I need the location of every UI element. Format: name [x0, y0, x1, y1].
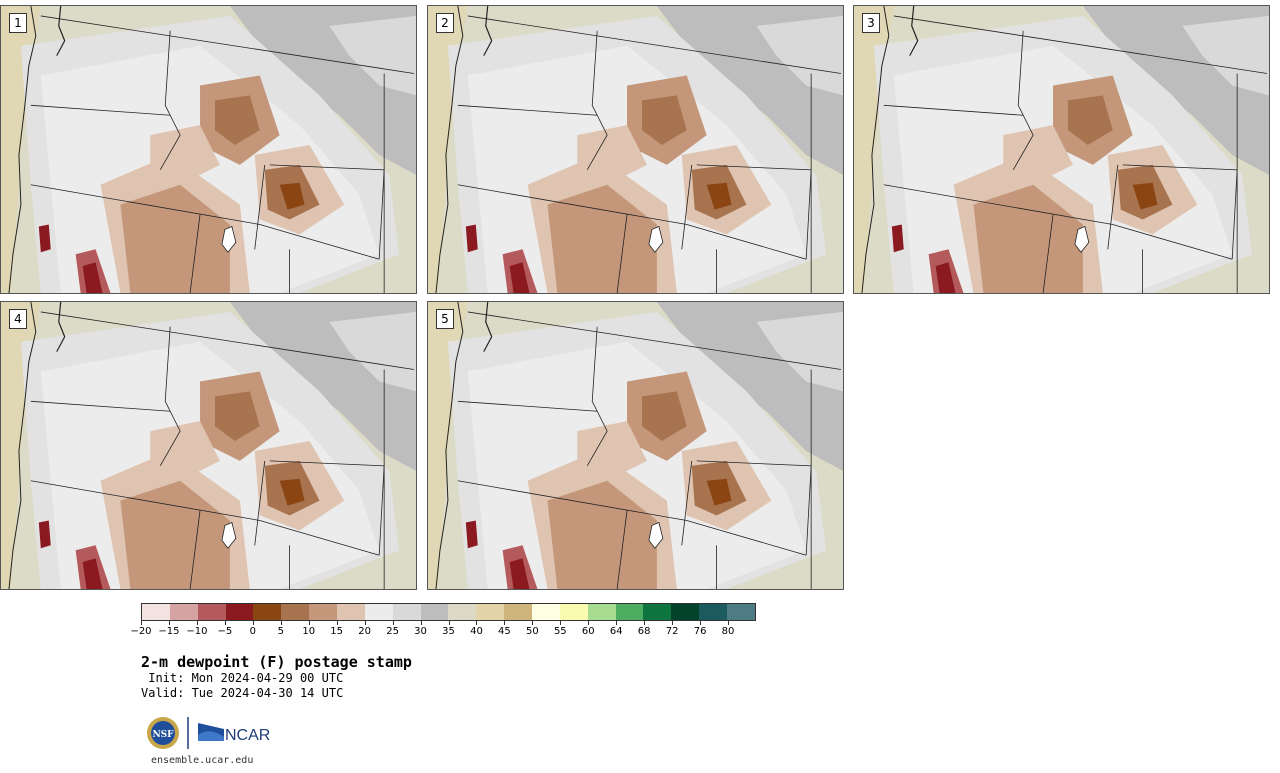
svg-text:NCAR: NCAR: [225, 727, 270, 744]
panel-number: 4: [9, 309, 27, 329]
panel-number: 5: [436, 309, 454, 329]
legend-tick: [644, 621, 646, 625]
legend-tick: [364, 621, 366, 625]
legend-swatch: [337, 604, 365, 620]
legend-tick-label: 68: [637, 626, 651, 637]
legend-tick-label: 35: [442, 626, 455, 637]
legend-tick: [672, 621, 674, 625]
legend-swatch: [392, 604, 421, 620]
legend-swatch: [559, 604, 588, 620]
legend-tick: [392, 621, 394, 625]
legend-tick: [336, 621, 338, 625]
nsf-ncar-logo: NSF NCAR: [147, 717, 270, 749]
dewpoint-map: [854, 6, 1269, 293]
init-time: Init: Mon 2024-04-29 00 UTC: [141, 671, 344, 685]
legend-swatch: [727, 604, 755, 620]
postage-stamp-panel-5: 5: [427, 301, 844, 590]
legend-swatch: [699, 604, 728, 620]
legend-tick-label: 45: [498, 626, 511, 637]
legend-swatch: [142, 604, 170, 620]
postage-stamp-panel-2: 2: [427, 5, 844, 294]
legend-tick: [560, 621, 562, 625]
legend-tick-label: 10: [302, 626, 316, 637]
legend-tick: [616, 621, 618, 625]
legend-swatch: [309, 604, 338, 620]
source-url: ensemble.ucar.edu: [151, 755, 254, 766]
legend-tick: [280, 621, 282, 625]
dewpoint-map: [428, 302, 843, 589]
legend-swatch: [587, 604, 616, 620]
map-slot: [428, 6, 843, 293]
legend-tick: [448, 621, 450, 625]
color-legend-ticks: −20 −15 −10 −5 0 5 10 15 20 25 30 35 40 45 50 55 60 64 68 7…: [130, 621, 756, 641]
panel-number: 3: [862, 13, 880, 33]
legend-swatch: [615, 604, 644, 620]
legend-swatch: [364, 604, 393, 620]
legend-tick: [728, 621, 730, 625]
legend-tick-label: 76: [693, 626, 707, 637]
legend-tick-label: 64: [609, 626, 623, 637]
dewpoint-map: [1, 6, 416, 293]
legend-tick: [196, 621, 198, 625]
legend-tick-label: −10: [186, 626, 208, 637]
legend-tick-label: 20: [358, 626, 371, 637]
legend-swatch: [253, 604, 282, 620]
legend-tick-label: 40: [470, 626, 483, 637]
legend-swatch: [476, 604, 505, 620]
legend-swatch: [504, 604, 533, 620]
ncar-logo-icon: NCAR: [198, 723, 270, 744]
legend-tick: [224, 621, 226, 625]
legend-tick-label: 0: [249, 626, 256, 637]
panel-number: 1: [9, 13, 27, 33]
legend-swatch: [225, 604, 254, 620]
logos: NSF NCAR: [146, 713, 276, 753]
postage-stamp-panel-1: 1: [0, 5, 417, 294]
legend-tick-label: −5: [217, 626, 233, 637]
nsf-logo-icon: NSF: [147, 717, 179, 749]
svg-text:NSF: NSF: [152, 730, 174, 740]
legend-tick: [420, 621, 422, 625]
legend-tick-label: 72: [665, 626, 679, 637]
legend-tick: [141, 621, 142, 625]
panel-number: 2: [436, 13, 454, 33]
legend-tick-label: 25: [386, 626, 399, 637]
map-slot: [428, 302, 843, 589]
legend-tick: [532, 621, 534, 625]
color-legend-bar: [141, 603, 756, 621]
postage-stamp-panel-4: 4: [0, 301, 417, 590]
legend-tick: [168, 621, 170, 625]
legend-tick: [476, 621, 478, 625]
legend-swatch: [281, 604, 310, 620]
legend-swatch: [532, 604, 560, 620]
legend-tick: [588, 621, 590, 625]
legend-tick-label: 80: [721, 626, 735, 637]
legend-tick: [504, 621, 506, 625]
legend-tick: [308, 621, 310, 625]
map-slot: [1, 302, 416, 589]
dewpoint-map: [428, 6, 843, 293]
legend-swatch: [169, 604, 198, 620]
legend-tick-label: 15: [330, 626, 344, 637]
legend-tick-label: 60: [581, 626, 595, 637]
map-slot: [1, 6, 416, 293]
legend-swatch: [448, 604, 477, 620]
legend-swatch: [643, 604, 672, 620]
legend-tick: [700, 621, 702, 625]
legend-tick-label: 30: [414, 626, 427, 637]
postage-stamp-panel-3: 3: [853, 5, 1270, 294]
legend-swatch: [197, 604, 226, 620]
legend-tick-label: 55: [553, 626, 567, 637]
legend-swatch: [420, 604, 449, 620]
dewpoint-map: [1, 302, 416, 589]
plot-title: 2-m dewpoint (F) postage stamp: [141, 653, 412, 671]
map-slot: [854, 6, 1269, 293]
valid-time: Valid: Tue 2024-04-30 14 UTC: [141, 686, 344, 700]
legend-tick: [252, 621, 254, 625]
legend-swatch: [671, 604, 700, 620]
legend-tick-label: −20: [130, 626, 152, 637]
legend-tick-label: 50: [525, 626, 539, 637]
legend-tick-label: 5: [277, 626, 284, 637]
legend-tick-label: −15: [158, 626, 180, 637]
